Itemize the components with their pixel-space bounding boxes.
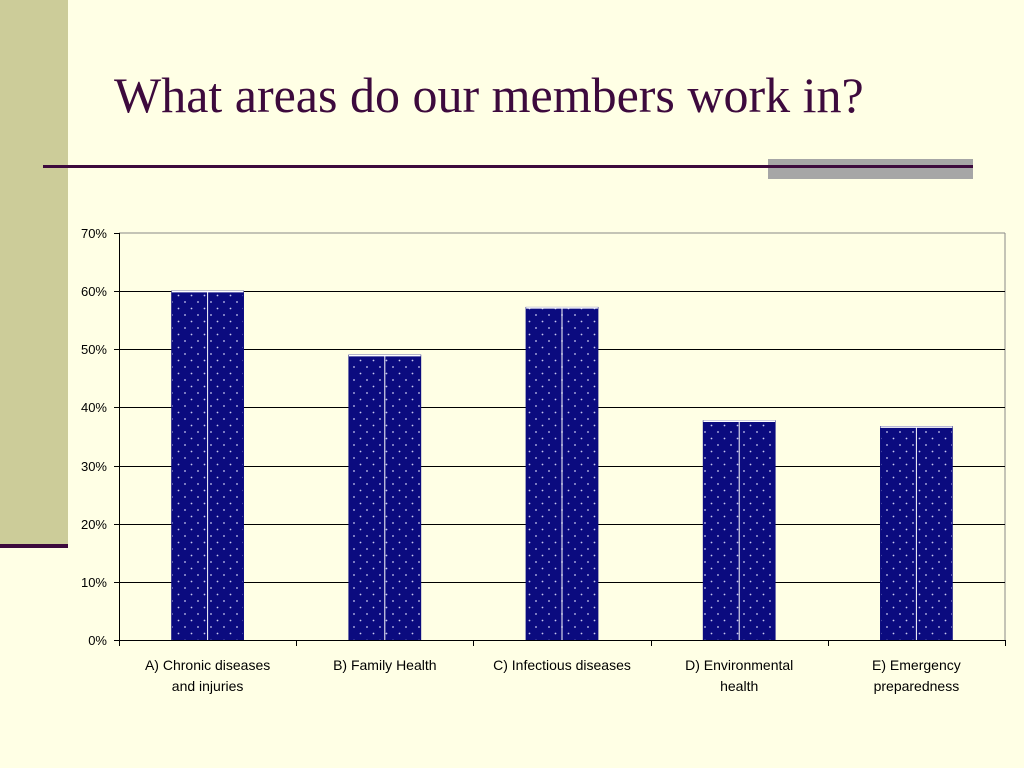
x-category-label: B) Family Health	[333, 657, 436, 673]
y-tick-label: 40%	[81, 400, 107, 415]
y-tick-label: 20%	[81, 517, 107, 532]
x-category-label: A) Chronic diseases	[145, 657, 270, 673]
y-tick-label: 70%	[81, 226, 107, 241]
x-category-label: E) Emergency	[872, 657, 961, 673]
slide-title: What areas do our members work in?	[114, 67, 864, 123]
x-category-label: health	[720, 678, 758, 694]
x-category-label: C) Infectious diseases	[493, 657, 631, 673]
title-rule	[43, 165, 973, 168]
y-tick-label: 30%	[81, 459, 107, 474]
x-category-label: preparedness	[874, 678, 960, 694]
title-accent-line	[768, 165, 973, 168]
sidebar-decoration	[0, 0, 68, 546]
x-category-label: and injuries	[172, 678, 244, 694]
sidebar-rule	[0, 544, 68, 548]
y-tick-label: 0%	[88, 633, 107, 648]
y-tick-label: 50%	[81, 342, 107, 357]
x-category-label: D) Environmental	[685, 657, 793, 673]
title-accent-block	[768, 159, 973, 179]
y-tick-label: 60%	[81, 284, 107, 299]
y-tick-label: 10%	[81, 575, 107, 590]
